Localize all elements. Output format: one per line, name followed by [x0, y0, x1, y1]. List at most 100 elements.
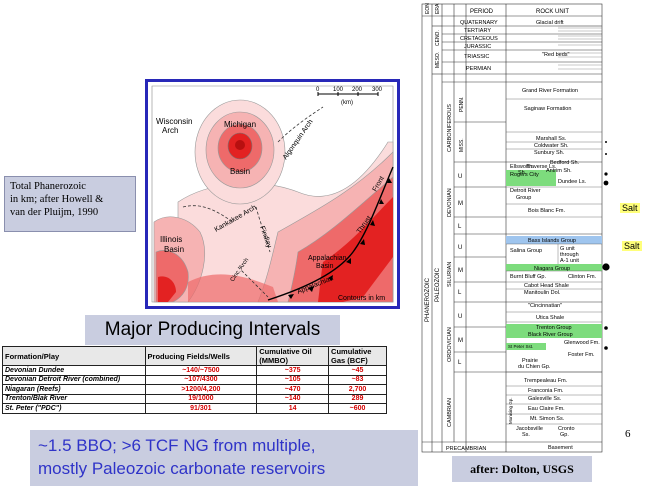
unit-saginaw: Saginaw Formation: [524, 106, 571, 112]
cell-gas: ~600: [328, 403, 387, 414]
caption-line: van der Pluijm, 1990: [10, 207, 99, 218]
unit-cincinnatian: "Cincinnatian": [528, 303, 562, 309]
cell-formation: Niagaran (Reefs): [2, 384, 146, 395]
unit-cabot-head: Cabot Head Shale: [524, 283, 569, 289]
unit-munising: Munising Gp.: [508, 397, 513, 424]
period-precambrian: PRECAMBRIAN: [446, 446, 486, 452]
map-label-appalachian: Appalachian: [308, 255, 347, 262]
unit-black-river: Black River Group: [528, 332, 573, 338]
period-miss: MISS.: [459, 138, 465, 152]
unit-glenwood: Glenwood Fm.: [564, 340, 600, 346]
unit-eau-claire: Eau Claire Fm.: [528, 406, 565, 412]
michigan-contour-core: [235, 140, 245, 150]
unit-sunbury: Sunbury Sh.: [534, 150, 565, 156]
map-svg: 0 100 200 300 (km) Wisconsin Arch Michig…: [151, 85, 394, 303]
scale-unit: (km): [341, 100, 353, 106]
unit-cronto: Cronto: [558, 426, 575, 432]
unit-ellsworth: Ellsworth: [510, 164, 532, 170]
unit-basement: Basement: [548, 445, 573, 451]
unit-a1: A-1 unit: [560, 258, 579, 264]
thrust-teeth: [288, 178, 392, 299]
cinc-arch-line: [237, 266, 269, 298]
salt-label: Salt: [620, 203, 640, 213]
table-row: St. Peter ("PDC") 91/301 14 ~600: [2, 403, 387, 414]
cell-oil: ~140: [256, 393, 330, 404]
map-south-band: [188, 274, 278, 302]
highlight-dundee: [506, 178, 556, 186]
appalachian-thrust-front: [267, 166, 394, 301]
col-header-gas: Cumulative Gas (BCF): [328, 346, 387, 366]
era-paleozoic: PALEOZOIC: [435, 267, 441, 302]
header-era: ERA: [435, 3, 441, 14]
map-scale-bar: 0 100 200 300 (km): [316, 87, 383, 106]
production-marker: [605, 141, 607, 143]
col-header-oil: Cumulative Oil (MMBO): [256, 346, 330, 366]
map-label-illinois: Illinois: [160, 235, 182, 244]
cell-gas: ~83: [328, 374, 387, 385]
unit-detroit-river: Detroit River: [510, 188, 541, 194]
reserves-summary: ~1.5 BBO; >6 TCF NG from multiple, mostl…: [30, 430, 418, 486]
scale-label: 300: [372, 87, 383, 93]
cell-formation: Trenton/Blak River: [2, 393, 146, 404]
unit-through: through: [560, 252, 579, 258]
table-header-row: Formation/Play Producing Fields/Wells Cu…: [2, 346, 387, 366]
col-header-formation: Formation/Play: [2, 346, 146, 366]
unit-jacobsville: Jacobsville: [516, 426, 543, 432]
unit-bois-blanc: Bois Blanc Fm.: [528, 208, 565, 214]
unit-grand-river: Grand River Formation: [522, 88, 578, 94]
header-eon: EON: [425, 3, 431, 14]
unit-manitoulin: Manitoulin Dol.: [524, 290, 561, 296]
highlight-bass-islands: [506, 236, 602, 244]
map-label-appalachian-basin: Basin: [316, 263, 334, 270]
caption-line: Total Phanerozoic: [10, 181, 86, 192]
epoch-label: M: [458, 268, 463, 274]
epoch-label: L: [458, 224, 462, 230]
unit-glacial-drift: Glacial drift: [536, 20, 564, 26]
unit-burnt-bluff: Burnt Bluff Gp.: [510, 274, 546, 280]
period-triassic: TRIASSIC: [464, 54, 489, 60]
map-label-contours: Contours in km: [338, 295, 385, 302]
unit-g-unit: G unit: [560, 246, 575, 252]
cell-fields: ~140/~7500: [144, 365, 258, 376]
map-label-michigan: Michigan: [224, 120, 256, 129]
unit-trenton: Trenton Group: [536, 325, 572, 331]
cell-formation: St. Peter ("PDC"): [2, 403, 146, 414]
period-permian: PERMIAN: [466, 66, 491, 72]
unit-utica: Utica Shale: [536, 315, 564, 321]
cell-gas: 2,700: [328, 384, 387, 395]
unit-detroit-river-2: Group: [516, 195, 531, 201]
period-silurian: SILURIAN: [447, 262, 453, 287]
highlight-rogers-city: [506, 170, 556, 178]
caption-line: in km; after Howell &: [10, 194, 104, 205]
scale-label: 0: [316, 87, 320, 93]
period-quaternary: QUATERNARY: [460, 20, 498, 26]
unit-red-beds: "Red beds": [542, 52, 569, 58]
unit-traverse: Traverse Ls.: [526, 164, 557, 170]
period-devonian: DEVONIAN: [447, 188, 453, 217]
production-marker: [605, 153, 607, 155]
period-tertiary: TERTIARY: [464, 28, 491, 34]
col-header-fields: Producing Fields/Wells: [144, 346, 258, 366]
cell-oil: ~375: [256, 365, 330, 376]
production-marker: [604, 326, 608, 330]
summary-line: ~1.5 BBO; >6 TCF NG from multiple,: [38, 436, 316, 455]
intervals-title: Major Producing Intervals: [85, 315, 340, 345]
cell-fields: 19/1000: [144, 393, 258, 404]
eon-phanerozoic: PHANEROZOIC: [425, 277, 431, 322]
table-row: Trenton/Blak River 19/1000 ~140 289: [2, 393, 387, 404]
production-table: Formation/Play Producing Fields/Wells Cu…: [2, 346, 387, 414]
production-marker: [604, 346, 608, 350]
unit-bass-islands: Bass Islands Group: [528, 238, 576, 244]
unit-antrim: Antrim Sh.: [546, 168, 572, 174]
unit-franconia: Franconia Fm.: [528, 388, 564, 394]
cell-gas: ~45: [328, 365, 387, 376]
cell-oil: 14: [256, 403, 330, 414]
summary-line: mostly Paleozoic carbonate reservoirs: [38, 459, 326, 478]
period-carboniferous: CARBONIFEROUS: [447, 104, 453, 152]
period-cambrian: CAMBRIAN: [447, 398, 453, 427]
period-jurassic: JURASSIC: [464, 44, 491, 50]
page-number: 6: [625, 428, 631, 440]
map-label-michigan-basin: Basin: [230, 167, 250, 176]
highlight-trenton: [506, 324, 602, 331]
unit-dundee: Dundee Ls.: [558, 179, 587, 185]
